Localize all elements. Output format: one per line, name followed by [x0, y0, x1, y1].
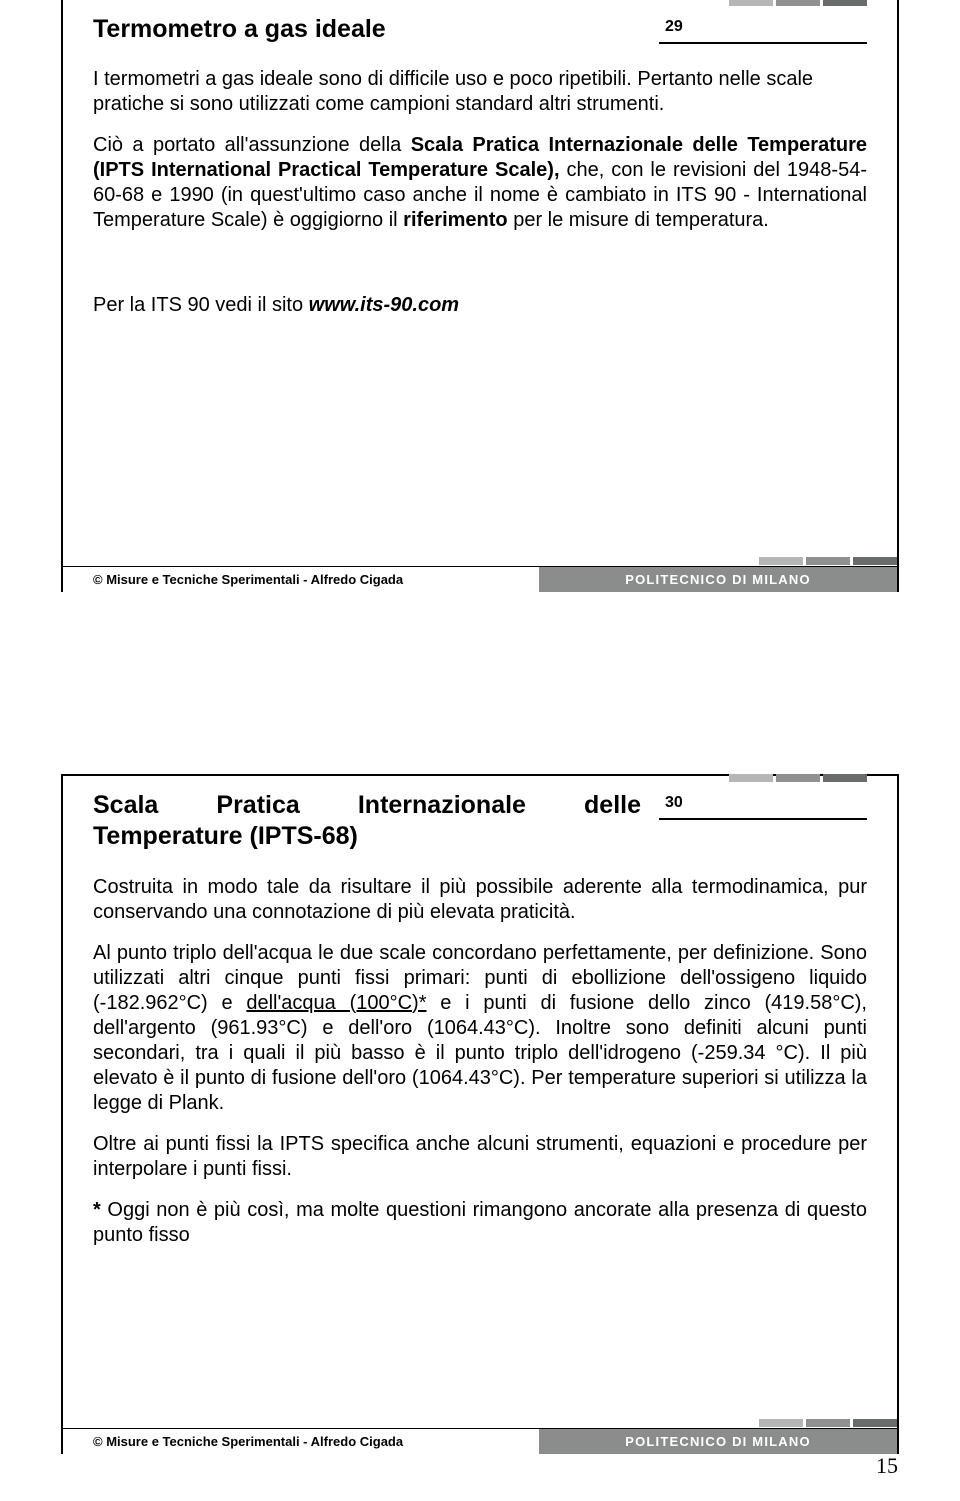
text-underline: dell'acqua (100°C)*	[246, 992, 426, 1014]
slide-pagenum-box: 29	[659, 14, 867, 44]
slide-footer: © Misure e Tecniche Sperimentali - Alfre…	[63, 1428, 897, 1454]
text: Ciò a portato all'assunzione della	[93, 134, 411, 156]
footer-credit: © Misure e Tecniche Sperimentali - Alfre…	[63, 1429, 539, 1454]
text: Oggi non è più così, ma molte questioni …	[93, 1199, 867, 1246]
slide-body: Costruita in modo tale da risultare il p…	[63, 861, 897, 1258]
text-bold: *	[93, 1199, 107, 1221]
text-bold-italic: www.its-90.com	[309, 294, 459, 316]
slide-pagenum: 30	[665, 794, 683, 811]
footer-brand-text: POLITECNICO DI MILANO	[625, 1434, 811, 1449]
paragraph: Al punto triplo dell'acqua le due scale …	[93, 941, 867, 1116]
footer-brand: POLITECNICO DI MILANO	[539, 567, 897, 592]
footer-brand-text: POLITECNICO DI MILANO	[625, 572, 811, 587]
slide-pagenum-box: 30	[659, 790, 867, 820]
slide-footer: © Misure e Tecniche Sperimentali - Alfre…	[63, 566, 897, 592]
text: Per la ITS 90 vedi il sito	[93, 294, 309, 316]
footer-credit: © Misure e Tecniche Sperimentali - Alfre…	[63, 567, 539, 592]
decor-stripes	[729, 0, 867, 6]
slide-title: Scala Pratica Internazionale delle Tempe…	[93, 790, 659, 853]
title-text: Scala Pratica Internazionale delle Tempe…	[93, 791, 641, 850]
page: Termometro a gas ideale 29 I termometri …	[0, 0, 960, 1501]
slide-title-row: Termometro a gas ideale 29	[63, 0, 897, 53]
decor-stripes	[759, 1419, 897, 1427]
slide-body: I termometri a gas ideale sono di diffic…	[63, 53, 897, 344]
paragraph: Per la ITS 90 vedi il sito www.its-90.co…	[93, 293, 867, 318]
decor-stripes	[729, 774, 867, 782]
paragraph: I termometri a gas ideale sono di diffic…	[93, 67, 867, 117]
slide-30: Scala Pratica Internazionale delle Tempe…	[61, 774, 899, 1454]
text: Costruita in modo tale da risultare il p…	[93, 876, 867, 923]
paragraph: * Oggi non è più così, ma molte question…	[93, 1198, 867, 1248]
paragraph: Ciò a portato all'assunzione della Scala…	[93, 133, 867, 233]
slide-title: Termometro a gas ideale	[93, 14, 659, 45]
paragraph: Costruita in modo tale da risultare il p…	[93, 875, 867, 925]
slide-pagenum: 29	[665, 18, 683, 35]
text: I termometri a gas ideale sono di diffic…	[93, 68, 813, 115]
text-bold: riferimento	[403, 209, 507, 231]
text: per le misure di temperatura.	[508, 209, 769, 231]
footer-brand: POLITECNICO DI MILANO	[539, 1429, 897, 1454]
paragraph: Oltre ai punti fissi la IPTS specifica a…	[93, 1132, 867, 1182]
page-number: 15	[876, 1453, 898, 1479]
slide-title-row: Scala Pratica Internazionale delle Tempe…	[63, 776, 897, 861]
slide-29: Termometro a gas ideale 29 I termometri …	[61, 0, 899, 592]
text: Oltre ai punti fissi la IPTS specifica a…	[93, 1133, 867, 1180]
decor-stripes	[759, 557, 897, 565]
